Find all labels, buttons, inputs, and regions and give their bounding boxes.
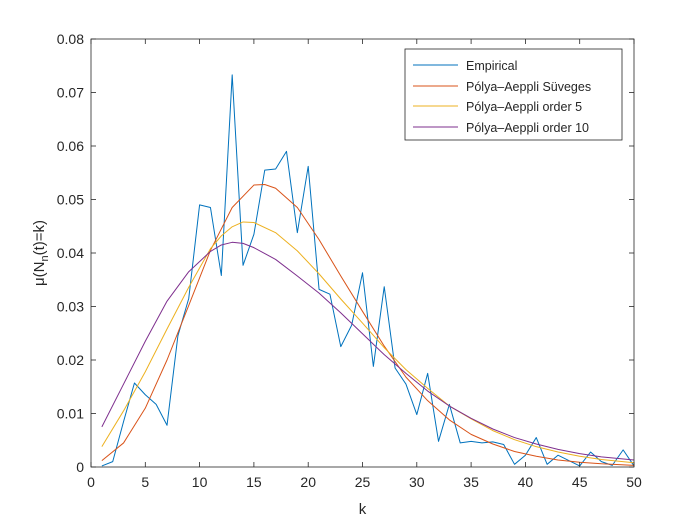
y-tick-label: 0.04 — [57, 245, 84, 261]
y-axis-label: μ(Nn(t)=k) — [31, 220, 51, 286]
legend-box — [404, 48, 623, 141]
x-tick-label: 0 — [87, 474, 95, 490]
y-axis-label-subscript: n — [39, 255, 51, 261]
x-axis-label: k — [359, 501, 367, 518]
legend-label-suveges: Pólya–Aeppli Süveges — [466, 80, 591, 94]
legend: Empirical Pólya–Aeppli Süveges Pólya–Aep… — [404, 48, 623, 141]
series-layer — [101, 74, 635, 467]
y-tick-label: 0.03 — [57, 299, 84, 315]
x-tick-label: 30 — [409, 474, 425, 490]
x-tick-label: 15 — [246, 474, 262, 490]
x-tick-label: 5 — [141, 474, 149, 490]
series-line-order-10 — [101, 241, 635, 461]
x-tick-label: 50 — [626, 474, 642, 490]
series-line-suveges — [101, 184, 635, 466]
y-axis: 0 0.01 0.02 0.03 0.04 0.05 0.06 0.07 0.08 — [57, 31, 634, 475]
legend-label-order-5: Pólya–Aeppli order 5 — [466, 100, 582, 114]
y-tick-label: 0.01 — [57, 406, 84, 422]
x-tick-label: 35 — [463, 474, 479, 490]
x-axis: 0 5 10 15 20 25 30 35 40 45 50 — [87, 39, 642, 490]
legend-label-order-10: Pólya–Aeppli order 10 — [466, 121, 589, 135]
x-tick-label: 40 — [518, 474, 534, 490]
y-tick-label: 0.05 — [57, 192, 84, 208]
x-tick-label: 45 — [572, 474, 588, 490]
x-tick-label: 20 — [300, 474, 316, 490]
y-tick-label: 0.07 — [57, 85, 84, 101]
y-tick-label: 0 — [76, 459, 84, 475]
y-axis-label-suffix: (t)=k) — [31, 220, 48, 255]
y-tick-label: 0.08 — [57, 31, 84, 47]
y-tick-label: 0.02 — [57, 352, 84, 368]
x-tick-label: 10 — [192, 474, 208, 490]
y-tick-label: 0.06 — [57, 138, 84, 154]
series-line-order-5 — [101, 221, 635, 464]
x-tick-label: 25 — [355, 474, 371, 490]
legend-label-empirical: Empirical — [466, 59, 517, 73]
y-axis-label-prefix: μ(N — [31, 262, 48, 286]
